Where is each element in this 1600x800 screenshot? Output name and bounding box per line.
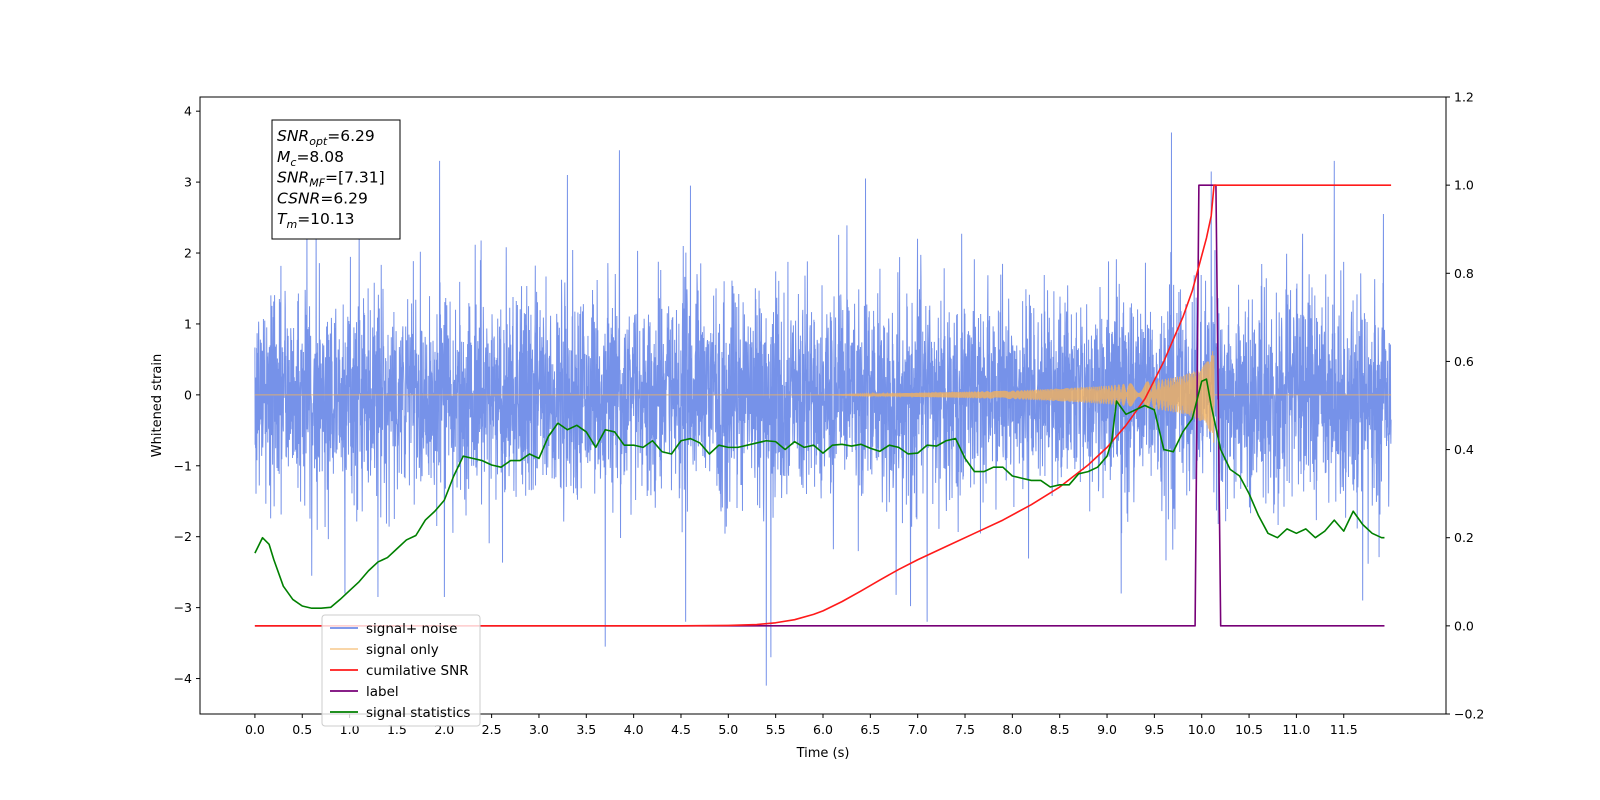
series-signal-statistics [254,378,1385,610]
info-line: Mc=8.08 [277,148,344,169]
series-cumulative-snr [254,184,1392,627]
legend-label: signal+ noise [366,621,457,637]
x-tick-label: 3.0 [529,722,549,737]
y2-tick-label: 0.8 [1454,266,1474,281]
x-tick-label: 10.5 [1235,722,1263,737]
y-tick-label: −4 [174,671,192,686]
y-tick-label: 2 [184,246,192,261]
x-tick-label: 7.0 [908,722,928,737]
y2-tick-label: 0.0 [1454,618,1474,633]
series-label [254,184,1385,627]
info-line: SNRopt=6.29 [277,127,375,148]
info-symbol: T [277,210,288,228]
legend-label: label [366,684,399,700]
x-tick-label: 10.0 [1188,722,1216,737]
y-tick-label: 3 [184,175,192,190]
info-line: CSNR=6.29 [277,189,368,207]
x-tick-label: 11.0 [1282,722,1310,737]
y2-axis-ticks: 1.2 1.0 0.8 0.6 0.4 0.2 0.0 −0.2 [1446,90,1484,722]
x-tick-label: 6.0 [813,722,833,737]
x-tick-label: 5.5 [766,722,786,737]
x-tick-label: 4.5 [671,722,691,737]
x-tick-label: 11.5 [1330,722,1358,737]
info-value: =10.13 [297,210,354,228]
info-symbol: CSNR [277,189,320,207]
y-tick-label: −3 [174,600,192,615]
y2-tick-label: 0.2 [1454,530,1474,545]
x-tick-label: 7.5 [955,722,975,737]
y-tick-label: 4 [184,104,192,119]
y2-tick-label: 1.0 [1454,178,1474,193]
legend: signal+ noise signal only cumilative SNR la… [321,614,481,727]
y2-tick-label: −0.2 [1454,707,1484,722]
info-subscript: c [290,156,296,169]
info-value: =8.08 [296,148,344,166]
series-signal-only [254,351,1392,443]
x-tick-label: 3.5 [576,722,596,737]
x-tick-label: 9.0 [1097,722,1117,737]
x-tick-label: 0.0 [245,722,265,737]
y-axis-ticks: 4 3 2 1 0 −1 −2 −3 −4 [174,104,200,686]
info-subscript: MF [309,177,325,190]
info-value: =[7.31] [325,169,385,187]
legend-label: cumilative SNR [366,663,469,679]
legend-frame [321,614,481,727]
y-tick-label: 0 [184,387,192,402]
legend-label: signal only [366,642,439,658]
info-box: SNRopt=6.29Mc=8.08SNRMF=[7.31]CSNR=6.29T… [271,119,401,240]
info-line: Tm=10.13 [277,210,355,231]
info-value: =6.29 [320,189,368,207]
y2-tick-label: 0.4 [1454,442,1474,457]
x-axis-ticks: 0.0 0.5 1.0 1.5 2.0 2.5 3.0 3.5 4.0 4.5 5.0 5.5 6.0 6… [245,714,1358,737]
x-tick-label: 8.5 [1050,722,1070,737]
plot-area [254,132,1392,686]
info-box-frame [271,119,401,240]
info-symbol: SNR [277,169,309,187]
legend-label: signal statistics [366,705,470,721]
y-tick-label: 1 [184,316,192,331]
info-subscript: m [286,218,297,231]
x-tick-label: 0.5 [292,722,312,737]
x-tick-label: 6.5 [860,722,880,737]
y-axis-label: Whitened strain [150,354,165,457]
x-tick-label: 2.5 [482,722,502,737]
x-tick-label: 5.0 [718,722,738,737]
y-tick-label: −2 [174,529,192,544]
y-tick-label: −1 [174,458,192,473]
x-tick-label: 8.0 [1002,722,1022,737]
x-tick-label: 4.0 [624,722,644,737]
y2-tick-label: 0.6 [1454,354,1474,369]
info-value: =6.29 [327,127,375,145]
info-symbol: SNR [277,127,309,145]
y2-tick-label: 1.2 [1454,90,1474,105]
info-symbol: M [277,148,290,166]
info-line: SNRMF=[7.31] [277,169,385,190]
x-axis-label: Time (s) [796,746,850,761]
info-subscript: opt [309,135,328,148]
x-tick-label: 9.5 [1144,722,1164,737]
